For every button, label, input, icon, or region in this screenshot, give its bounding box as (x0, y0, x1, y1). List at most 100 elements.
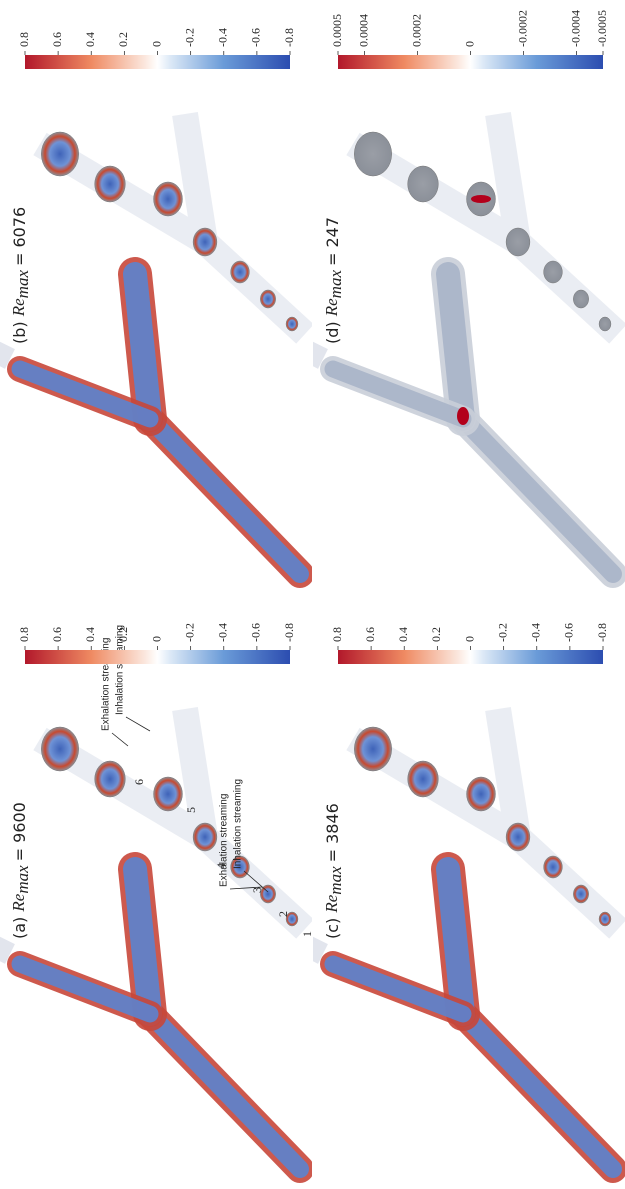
cross-section (193, 823, 217, 851)
colorbar-tick-label: -0.6 (249, 28, 263, 47)
colorbar-tick-label: -0.8 (595, 623, 609, 642)
colorbar-tick-label: 0 (149, 636, 163, 642)
annotation: Exhalation streaming (219, 794, 230, 887)
reynolds-value: = 3846 (323, 803, 342, 862)
colorbar-tick-label: 0.2 (116, 627, 130, 642)
reynolds-symbol: Re (322, 894, 341, 913)
reynolds-value: = 6076 (10, 207, 29, 266)
colorbar-tick-label: -0.0005 (595, 10, 609, 47)
figure-page: (a) Remax= 9600123456Exhalation streamin… (0, 0, 625, 1189)
panel: (d) Remax = 247 0.0005 0.0004 0.0002 0 -0.0002… (313, 0, 625, 594)
cross-section (354, 132, 391, 176)
annotation: Inhalation streaming (233, 779, 244, 869)
colorbar-tick-label: 0.6 (363, 627, 377, 642)
colorbar-tick-label: -0.6 (249, 623, 263, 642)
panel-label: (b) (10, 321, 29, 344)
reynolds-value: = 9600 (10, 802, 29, 861)
reynolds-subscript: max (326, 270, 345, 299)
colorbar-tick-label: 0.8 (17, 627, 31, 642)
colorbar-tick-label: 0.0002 (409, 14, 423, 47)
panel: (a) Remax= 9600123456Exhalation streamin… (0, 595, 312, 1189)
colorbar (25, 650, 290, 664)
cross-section (506, 823, 530, 851)
colorbar (338, 55, 603, 69)
colorbar-tick-label: -0.2 (182, 28, 196, 47)
airway-tube (448, 274, 463, 419)
reynolds-subscript: max (13, 270, 32, 299)
airway-tube (150, 1014, 300, 1169)
cross-section (599, 317, 611, 331)
annotation-leader (126, 717, 150, 731)
hotspot (457, 407, 469, 425)
cross-section (544, 261, 563, 283)
space (10, 316, 29, 321)
cross-section (154, 182, 183, 216)
colorbar-tick-label: 0.4 (83, 627, 97, 642)
colorbar-tick-label: -0.8 (282, 623, 296, 642)
colorbar-tick-label: 0.4 (396, 627, 410, 642)
section-number: 2 (276, 911, 290, 917)
colorbar-tick-label: 0 (462, 636, 476, 642)
cross-section (467, 777, 496, 811)
hotspot (471, 195, 491, 203)
colorbar (338, 650, 603, 664)
colorbar-tick-label: 0.4 (83, 32, 97, 47)
cross-section (41, 132, 78, 176)
airway-tube (150, 419, 300, 574)
colorbar-tick-label: 0 (149, 41, 163, 47)
colorbar-tick-label: -0.2 (182, 623, 196, 642)
airway-faint (313, 939, 323, 954)
colorbar-tick-label: 0.0005 (330, 14, 344, 47)
space (323, 316, 342, 321)
colorbar-tick-label: 0.2 (429, 627, 443, 642)
cross-section (41, 727, 78, 771)
colorbar-tick-label: -0.8 (282, 28, 296, 47)
panel-label: (a) (10, 917, 29, 939)
colorbar-tick-label: 0.6 (50, 32, 64, 47)
reynolds-subscript: max (326, 866, 345, 895)
panel-title: (a) Remax = 9600 (9, 802, 32, 939)
colorbar-tick-label: 0 (462, 41, 476, 47)
cross-section (286, 317, 298, 331)
section-number: 1 (300, 931, 312, 937)
section-number: 6 (132, 779, 146, 785)
colorbar-tick-label: -0.4 (216, 623, 230, 642)
colorbar-tick-label: 0.8 (17, 32, 31, 47)
cross-section (231, 261, 250, 283)
colorbar-tick-label: -0.4 (216, 28, 230, 47)
cross-section (573, 885, 588, 903)
airway-tube (463, 1014, 613, 1169)
colorbar-tick-label: -0.2 (495, 623, 509, 642)
reynolds-symbol: Re (9, 298, 28, 317)
reynolds-subscript: max (13, 865, 32, 894)
colorbar-tick-label: -0.0002 (515, 10, 529, 47)
airway-faint (0, 344, 10, 359)
space (323, 913, 342, 918)
cross-section (573, 290, 588, 308)
cross-section (95, 166, 126, 202)
cross-section (260, 290, 275, 308)
figure-landscape: (a) Remax= 9600123456Exhalation streamin… (0, 0, 625, 1189)
reynolds-symbol: Re (322, 298, 341, 317)
airway-tube (135, 869, 150, 1014)
reynolds-symbol: Re (9, 893, 28, 912)
colorbar-tick-label: -0.0004 (568, 10, 582, 47)
cross-section (154, 777, 183, 811)
panel-title: (b) Remax = 6076 (9, 207, 32, 344)
space (10, 912, 29, 917)
colorbar-tick-label: 0.2 (116, 32, 130, 47)
cross-section (408, 761, 439, 797)
cross-section (544, 856, 563, 878)
panel-label: (d) (323, 321, 342, 344)
colorbar-tick-label: 0.0004 (356, 14, 370, 47)
panel-title: (d) Remax = 247 (322, 217, 345, 344)
cross-section (599, 912, 611, 926)
colorbar-tick-label: -0.6 (562, 623, 576, 642)
panel-label: (c) (323, 918, 342, 939)
airway-faint (0, 939, 10, 954)
colorbar-tick-label: 0.8 (330, 627, 344, 642)
airway-tube (135, 274, 150, 419)
reynolds-value: = 247 (323, 217, 342, 266)
cross-section (193, 228, 217, 256)
